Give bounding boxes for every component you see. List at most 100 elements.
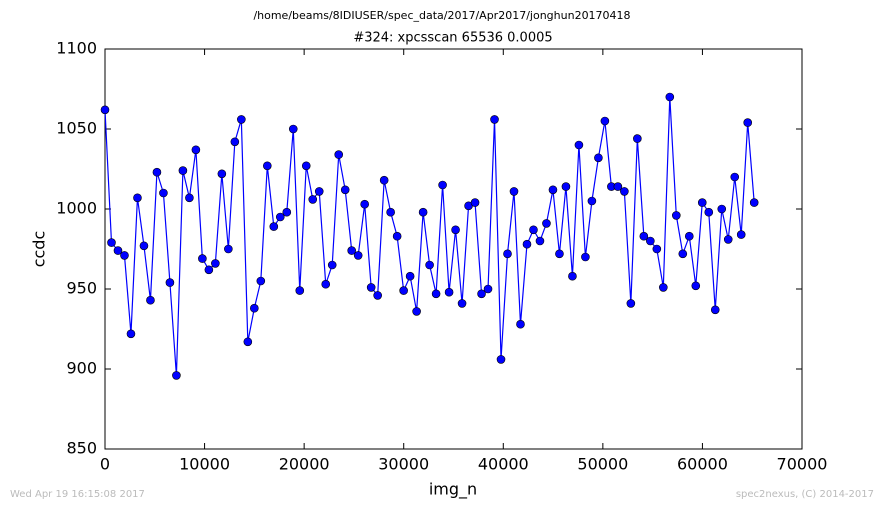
data-point xyxy=(373,291,382,300)
data-point xyxy=(243,337,253,347)
data-point xyxy=(723,235,733,244)
data-point xyxy=(321,279,331,289)
data-point xyxy=(652,244,662,254)
data-point xyxy=(736,230,746,239)
data-point xyxy=(516,319,525,329)
chart-title: #324: xpcsscan 65536 0.0005 xyxy=(353,31,552,46)
data-point xyxy=(353,251,363,260)
data-point xyxy=(334,150,344,159)
data-point xyxy=(107,238,116,247)
data-point xyxy=(691,281,701,291)
data-point xyxy=(288,124,298,134)
data-point xyxy=(665,92,675,102)
data-point xyxy=(282,207,292,217)
data-point xyxy=(743,118,753,127)
x-tick-label: 70000 xyxy=(777,455,828,474)
data-point xyxy=(730,172,740,182)
data-point xyxy=(399,286,408,295)
data-point xyxy=(256,276,266,286)
x-axis-label: img_n xyxy=(429,480,477,500)
data-point xyxy=(542,219,551,228)
data-point xyxy=(749,198,759,207)
data-point xyxy=(659,283,668,292)
x-tick-label: 50000 xyxy=(577,455,628,474)
data-point xyxy=(172,371,181,380)
data-point xyxy=(159,188,168,198)
data-point xyxy=(503,249,512,259)
data-point xyxy=(405,271,415,281)
data-point xyxy=(697,198,707,207)
data-point xyxy=(126,329,136,339)
data-point xyxy=(470,198,480,207)
y-tick-label: 900 xyxy=(66,359,97,378)
data-point xyxy=(165,278,175,287)
data-point xyxy=(347,246,356,255)
plot-frame xyxy=(104,48,803,450)
data-point xyxy=(457,299,467,308)
x-tick-label: 20000 xyxy=(279,455,330,474)
data-point xyxy=(431,289,441,299)
data-point xyxy=(224,244,233,254)
data-point xyxy=(217,169,227,179)
footer-left: Wed Apr 19 16:15:08 2017 xyxy=(10,489,145,500)
x-tick-label: 40000 xyxy=(478,455,529,474)
data-point xyxy=(529,225,538,235)
data-point xyxy=(269,222,279,231)
data-point xyxy=(230,137,240,147)
data-point xyxy=(178,166,188,175)
data-point xyxy=(204,265,214,275)
y-axis-label: ccdc xyxy=(30,231,49,268)
data-point xyxy=(483,284,493,294)
data-point xyxy=(412,307,421,316)
data-point xyxy=(704,207,714,217)
data-point xyxy=(451,225,460,235)
data-point xyxy=(250,303,259,313)
data-point xyxy=(360,199,369,209)
data-point xyxy=(444,287,454,297)
y-tick-label: 950 xyxy=(66,279,97,298)
data-point xyxy=(392,231,402,241)
data-point xyxy=(425,260,434,270)
data-point xyxy=(555,249,564,259)
data-point xyxy=(133,193,142,203)
data-point xyxy=(561,182,571,191)
data-point xyxy=(477,289,486,299)
data-point xyxy=(340,185,350,195)
data-point xyxy=(237,115,246,124)
x-tick-label: 60000 xyxy=(677,455,728,474)
data-point xyxy=(600,116,610,126)
data-point xyxy=(418,207,428,217)
data-point xyxy=(574,140,584,150)
data-point xyxy=(613,182,623,191)
data-point xyxy=(496,355,506,364)
data-point xyxy=(308,195,318,204)
data-point xyxy=(633,134,642,143)
data-point xyxy=(301,161,311,171)
data-point xyxy=(535,236,545,246)
data-point xyxy=(438,180,447,190)
data-point xyxy=(509,187,519,196)
data-point xyxy=(522,239,532,249)
footer-right: spec2nexus, (C) 2014-2017 xyxy=(736,489,874,500)
data-point xyxy=(672,211,681,220)
data-point xyxy=(139,241,149,251)
x-tick-label: 0 xyxy=(100,455,110,474)
data-point xyxy=(191,145,201,155)
data-point xyxy=(263,161,272,171)
data-point xyxy=(211,259,220,268)
data-point xyxy=(490,115,499,124)
data-point xyxy=(548,185,558,195)
data-point xyxy=(146,295,155,305)
data-point xyxy=(275,212,285,222)
data-point xyxy=(587,196,597,206)
data-point xyxy=(198,254,207,263)
data-point xyxy=(366,283,376,292)
data-point xyxy=(646,236,655,246)
data-point xyxy=(100,105,110,115)
data-point xyxy=(684,231,694,241)
data-point xyxy=(620,187,629,196)
data-point xyxy=(678,249,688,259)
data-point xyxy=(379,175,389,185)
